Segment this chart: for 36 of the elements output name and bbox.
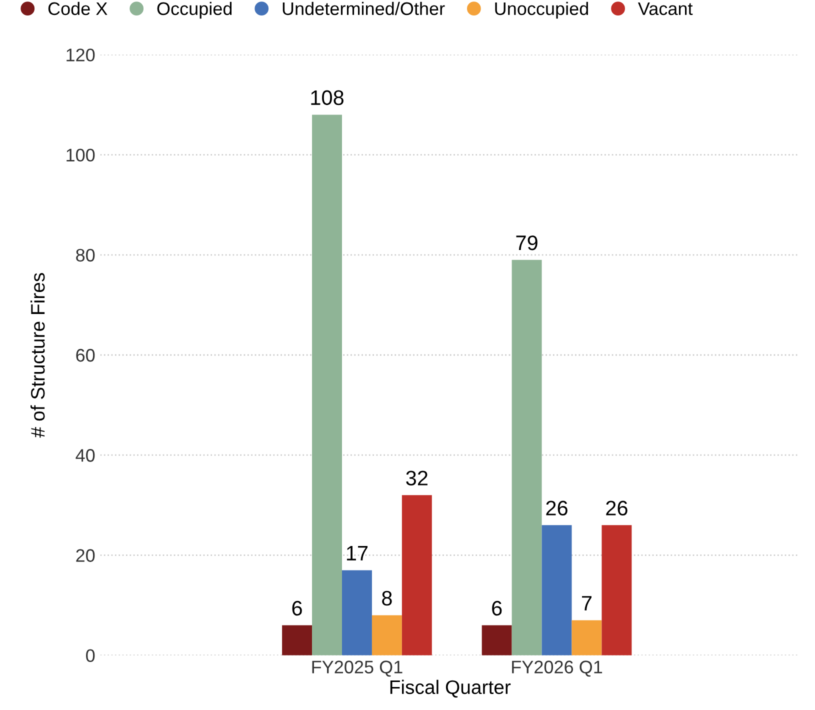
bar [602,525,632,656]
y-tick-label: 20 [76,549,95,562]
x-tick-label: FY2025 Q1 [312,660,402,677]
data-label: 17 [346,546,368,560]
legend-label: Unoccupied [495,2,588,19]
data-label: 26 [606,500,628,516]
data-label: 26 [546,500,568,516]
legend-label: Occupied [157,2,232,19]
data-label: 108 [311,90,344,106]
bar [572,620,602,656]
data-label: 79 [516,235,538,250]
y-tick-label: 0 [86,649,95,662]
bar [482,625,512,656]
legend-label: Undetermined/Other [282,2,445,16]
data-label: 8 [382,590,392,606]
y-tick-label: 120 [66,48,95,62]
bar [512,260,542,656]
data-label: 7 [582,596,592,610]
bar [542,525,572,656]
y-tick-label: 60 [76,348,95,362]
x-tick-label: FY2026 Q1 [512,660,602,677]
y-tick-label: 40 [76,449,95,462]
bar [342,570,372,656]
data-label: 6 [292,600,302,616]
y-tick-label: 80 [76,248,95,262]
data-label: 32 [406,470,428,486]
bar [282,625,312,656]
legend-label: Vacant [638,2,693,16]
bar [372,615,402,656]
x-axis-title: Fiscal Quarter [390,680,511,698]
legend-label: Code X [48,2,108,16]
y-axis-title: # of Structure Fires [30,273,45,438]
bar [312,114,342,656]
y-tick-label: 100 [66,148,95,162]
bar [402,495,432,656]
data-label: 6 [492,600,502,616]
